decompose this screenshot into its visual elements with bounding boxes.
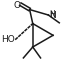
Text: HO: HO [2, 35, 15, 44]
Text: N: N [49, 11, 56, 20]
Text: H: H [49, 10, 55, 19]
Text: O: O [14, 1, 21, 10]
